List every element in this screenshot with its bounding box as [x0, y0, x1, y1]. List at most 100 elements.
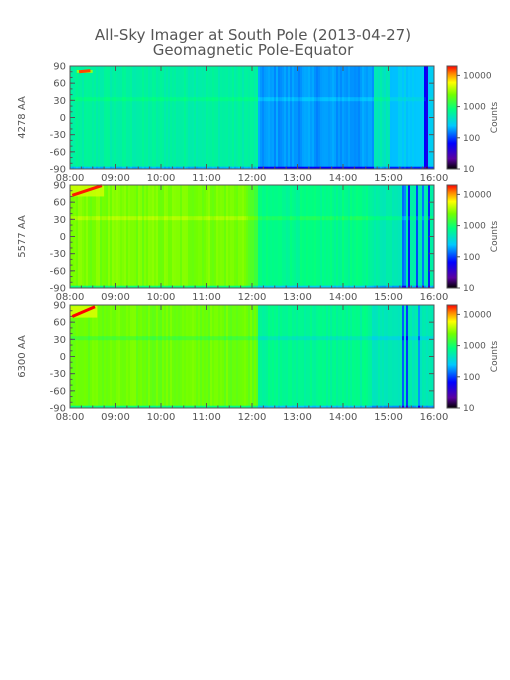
heatmap-column: [420, 305, 423, 408]
heatmap-edge: [268, 285, 271, 288]
heatmap-column: [284, 185, 287, 288]
heatmap-column: [422, 66, 425, 169]
heatmap-band: [78, 336, 81, 341]
heatmap-edge: [306, 285, 309, 288]
heatmap-column: [184, 305, 187, 408]
heatmap-band: [294, 336, 297, 341]
heatmap-band: [312, 97, 315, 102]
heatmap-column: [136, 185, 139, 288]
heatmap-column: [236, 66, 239, 169]
heatmap-band: [198, 97, 201, 102]
heatmap-edge: [286, 285, 289, 288]
heatmap-band: [228, 216, 231, 221]
heatmap-edge: [270, 285, 273, 288]
heatmap-column: [104, 305, 107, 408]
heatmap-band: [292, 336, 295, 341]
heatmap-edge: [220, 285, 223, 288]
heatmap-edge: [248, 166, 251, 169]
heatmap-band: [398, 216, 401, 221]
heatmap-column: [232, 185, 235, 288]
heatmap-edge: [252, 285, 255, 288]
heatmap-edge: [72, 405, 75, 408]
heatmap-column: [112, 185, 115, 288]
x-tick-label: 14:00: [329, 173, 358, 184]
heatmap-column: [234, 305, 237, 408]
heatmap-column: [390, 305, 393, 408]
colorbar-tick-label: 100: [463, 134, 480, 144]
heatmap-edge: [154, 166, 157, 169]
heatmap-edge: [122, 285, 125, 288]
heatmap-edge: [196, 405, 199, 408]
heatmap-band: [378, 97, 381, 102]
heatmap-edge: [418, 166, 421, 169]
heatmap-edge: [374, 405, 377, 408]
heatmap-column: [138, 66, 141, 169]
heatmap-edge: [300, 405, 303, 408]
heatmap-column: [284, 66, 287, 169]
heatmap-band: [126, 336, 129, 341]
heatmap-column: [334, 305, 337, 408]
heatmap-edge: [288, 285, 291, 288]
heatmap-column: [170, 305, 173, 408]
heatmap-band: [262, 336, 265, 341]
heatmap-column: [184, 185, 187, 288]
heatmap-edge: [224, 285, 227, 288]
colorbar-scale: [446, 304, 458, 409]
heatmap-band: [248, 97, 251, 102]
heatmap-band: [246, 216, 249, 221]
heatmap-column: [164, 305, 167, 408]
heatmap-column: [188, 185, 191, 288]
x-tick-label: 10:00: [147, 173, 176, 184]
heatmap-column: [304, 185, 307, 288]
heatmap-band: [158, 216, 161, 221]
heatmap-edge: [104, 405, 107, 408]
heatmap-column: [258, 185, 261, 288]
heatmap-band: [422, 336, 425, 341]
heatmap-band: [112, 336, 115, 341]
heatmap-edge: [332, 405, 335, 408]
heatmap-edge: [344, 285, 347, 288]
heatmap-edge: [180, 285, 183, 288]
heatmap-band: [258, 336, 261, 341]
heatmap-column: [182, 66, 185, 169]
heatmap-column: [226, 185, 229, 288]
heatmap-column: [220, 305, 223, 408]
colorbar-scale: [446, 65, 458, 170]
heatmap-column: [124, 185, 127, 288]
heatmap-column: [286, 66, 289, 169]
heatmap-band: [136, 216, 139, 221]
heatmap-column: [216, 305, 219, 408]
heatmap-edge: [426, 285, 429, 288]
heatmap-edge: [418, 285, 421, 288]
heatmap-column: [290, 305, 293, 408]
heatmap-band: [424, 216, 427, 221]
heatmap-edge: [396, 405, 399, 408]
heatmap-column: [206, 66, 209, 169]
heatmap-band: [296, 216, 299, 221]
heatmap-column: [146, 185, 149, 288]
heatmap-edge: [146, 285, 149, 288]
heatmap-band: [236, 97, 239, 102]
heatmap-column: [368, 305, 371, 408]
heatmap-edge: [152, 285, 155, 288]
heatmap-edge: [334, 405, 337, 408]
heatmap-band: [126, 97, 129, 102]
heatmap-band: [182, 336, 185, 341]
heatmap-edge: [98, 166, 101, 169]
heatmap-band: [288, 97, 291, 102]
heatmap-edge: [188, 285, 191, 288]
heatmap-edge: [432, 285, 435, 288]
heatmap-band: [150, 336, 153, 341]
heatmap-edge: [138, 166, 141, 169]
heatmap-edge: [142, 405, 145, 408]
heatmap-band: [178, 97, 181, 102]
heatmap-column: [344, 185, 347, 288]
heatmap-edge: [352, 166, 355, 169]
heatmap-edge: [430, 405, 433, 408]
heatmap-column: [152, 305, 155, 408]
heatmap-edge: [356, 166, 359, 169]
heatmap-edge: [226, 166, 229, 169]
heatmap-edge: [430, 285, 433, 288]
heatmap-band: [116, 97, 119, 102]
